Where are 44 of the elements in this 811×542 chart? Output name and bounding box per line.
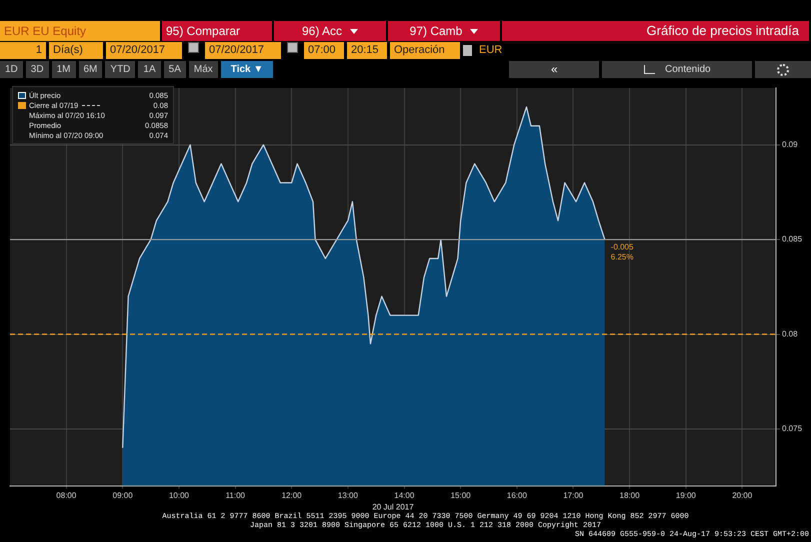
text: 95) Comparar (162, 21, 272, 41)
text: 1D (0, 61, 23, 78)
annotation: 6.25% (610, 252, 634, 262)
x-tick-label: 09:00 (112, 490, 134, 500)
text: 07/20/2017 (106, 42, 182, 59)
annotation: -0.005 (610, 242, 634, 252)
x-axis-title: 20 Jul 2017 (372, 502, 414, 512)
x-tick-label: 08:00 (56, 490, 77, 500)
y-tick-label: 0.085 (782, 234, 803, 244)
text: 20:15 (347, 42, 387, 59)
text: 07/20/2017 (205, 42, 281, 59)
text: 97) Camb (388, 21, 500, 41)
text: 5A (164, 61, 186, 78)
y-tick-label: 0.075 (782, 424, 803, 434)
x-tick-label: 17:00 (563, 490, 584, 500)
x-tick-label: 19:00 (676, 490, 696, 500)
y-tick-label: 0.08 (782, 329, 798, 338)
text: Máx (188, 61, 218, 78)
x-tick-label: 16:00 (506, 490, 528, 500)
text: 96) Acc (274, 21, 386, 41)
x-tick-label: 12:00 (282, 490, 302, 500)
text: « (509, 61, 600, 78)
text: 07:00 (304, 42, 344, 59)
text: 1A (138, 61, 161, 78)
x-tick-label: 15:00 (450, 490, 472, 500)
x-tick-label: 11:00 (226, 490, 246, 500)
x-tick-label: 20:00 (732, 490, 753, 500)
x-tick-label: 13:00 (338, 490, 358, 500)
text: Contenido (665, 63, 711, 77)
text: EUR EU Equity (0, 21, 160, 41)
x-tick-label: 18:00 (620, 490, 640, 500)
y-tick-label: 0.09 (782, 140, 798, 150)
text: Día(s) (49, 42, 103, 59)
text: 1M (52, 61, 76, 78)
text: Operación (390, 42, 460, 59)
x-tick-label: 10:00 (168, 490, 190, 500)
x-tick-label: 14:00 (394, 490, 415, 500)
chart-title: Gráfico de precios intradía (502, 21, 809, 41)
text: 1 (0, 42, 46, 59)
text: EUR (475, 42, 515, 59)
text: 3D (26, 61, 49, 78)
text: 6M (78, 61, 102, 78)
text: Tick ▼ (220, 61, 274, 78)
text: YTD (105, 61, 136, 78)
